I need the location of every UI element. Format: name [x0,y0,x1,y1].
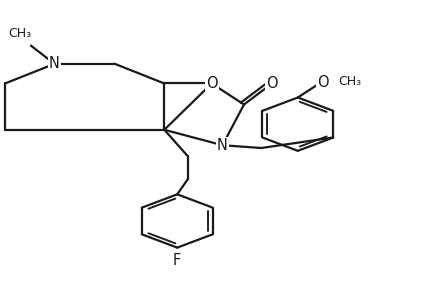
Text: N: N [49,56,60,71]
Text: CH₃: CH₃ [338,75,361,88]
Text: F: F [173,253,181,268]
Text: CH₃: CH₃ [9,27,32,40]
Text: O: O [317,74,329,90]
Text: N: N [217,138,228,153]
Text: O: O [206,76,217,91]
Text: O: O [266,76,278,91]
